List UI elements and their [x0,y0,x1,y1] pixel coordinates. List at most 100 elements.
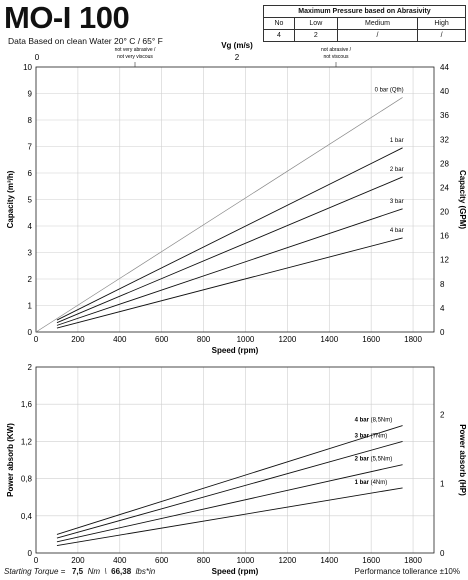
capacity-x-tick-label: 200 [71,335,85,344]
performance-tolerance: Performance tollerance ±10% [354,567,460,576]
vg-axis-label: Vg (m/s) [221,41,253,50]
capacity-y2-axis-label: Capacity (GPM) [458,170,467,229]
torque-separator: \ [104,567,107,576]
chart-subtitle: Data Based on clean Water 20° C / 65° F [8,36,163,46]
capacity-series-line [56,208,403,326]
torque-nm-unit: Nm [87,567,101,576]
torque-lbs-value: 66,38 [111,567,132,576]
capacity-y-tick-label: 9 [28,90,33,99]
torque-nm-value: 7,5 [71,567,84,576]
capacity-y-tick-label: 3 [28,249,33,258]
capacity-y2-tick-label: 12 [440,256,449,265]
capacity-y-tick-label: 10 [23,63,32,72]
power-x-tick-label: 1800 [404,556,422,565]
capacity-series-line [35,97,403,333]
capacity-x-tick-label: 600 [155,335,169,344]
power-x-tick-label: 400 [113,556,127,565]
capacity-x-tick-label: 1200 [278,335,296,344]
capacity-y2-tick-label: 0 [440,328,445,337]
capacity-y-tick-label: 7 [28,143,33,152]
power-x-tick-label: 200 [71,556,85,565]
power-series-line [56,440,403,539]
capacity-y2-tick-label: 36 [440,111,449,120]
capacity-y2-tick-label: 8 [440,280,445,289]
power-y-tick-label: 0,8 [21,475,33,484]
starting-torque: Starting Torque = 7,5 Nm \ 66,38 lbs*in [4,567,155,576]
power-x-tick-label: 1400 [320,556,338,565]
capacity-y2-tick-label: 16 [440,232,449,241]
capacity-y2-tick-label: 4 [440,304,445,313]
capacity-y-tick-label: 1 [28,302,33,311]
capacity-x-tick-label: 800 [197,335,211,344]
power-series-label: 1 bar (4Nm) [355,480,388,486]
vg-annotation: not viscous [323,54,349,60]
capacity-x-tick-label: 1000 [237,335,255,344]
capacity-y2-tick-label: 40 [440,87,449,96]
pressure-value-high: / [417,29,466,42]
capacity-y2-tick-label: 44 [440,63,449,72]
capacity-y-tick-label: 2 [28,275,33,284]
capacity-y-tick-label: 0 [28,328,33,337]
power-y-tick-label: 0 [28,549,33,558]
power-y2-tick-label: 1 [440,480,445,489]
power-plot-frame [35,366,435,554]
capacity-series-label: 4 bar [390,228,404,234]
pressure-value-low: 2 [293,29,338,42]
capacity-x-tick-label: 1600 [362,335,380,344]
capacity-y2-tick-label: 28 [440,159,449,168]
capacity-series-label: 2 bar [390,167,404,173]
capacity-series-label: 1 bar [390,138,404,144]
capacity-y2-tick-label: 24 [440,183,449,192]
capacity-series-line [56,176,403,324]
power-series-line [56,425,403,535]
power-series-line [56,487,403,547]
capacity-series-label: 0 bar (Qth) [375,87,404,93]
vg-annotation: not very abrasive / [115,47,156,53]
vg-tick-label: 0 [35,53,40,62]
power-series-label: 3 bar (7Nm) [355,433,388,439]
capacity-y-tick-label: 4 [28,222,33,231]
capacity-x-tick-label: 1400 [320,335,338,344]
torque-label: Starting Torque = [4,567,66,576]
capacity-y-tick-label: 5 [28,196,33,205]
power-y-tick-label: 2 [28,363,33,372]
power-y-tick-label: 1,2 [21,437,33,446]
torque-lbs-unit: lbs*in [135,567,156,576]
vg-tick-label: 2 [235,53,240,62]
capacity-series-label: 3 bar [390,199,404,205]
capacity-y-tick-label: 6 [28,169,33,178]
chart-title: MO-I 100 [4,0,130,35]
capacity-y-axis-label: Capacity (m³/h) [6,170,15,228]
power-series-line [56,464,403,543]
power-x-tick-label: 1200 [278,556,296,565]
pressure-value-medium: / [336,29,419,42]
power-series-label: 4 bar (8,5Nm) [355,418,393,424]
capacity-y2-tick-label: 20 [440,208,449,217]
power-y-tick-label: 1,6 [21,400,33,409]
pressure-table: Maximum Pressure based on Abrasivity No … [263,5,466,42]
power-y-axis-label: Power absorb (KW) [6,423,15,497]
pressure-value-no: 4 [263,29,295,42]
power-x-tick-label: 1600 [362,556,380,565]
capacity-x-axis-label: Speed (rpm) [212,346,259,355]
power-x-tick-label: 800 [197,556,211,565]
power-y2-axis-label: Power absorb (HP) [458,424,467,496]
capacity-y2-tick-label: 32 [440,135,449,144]
power-y2-tick-label: 0 [440,549,445,558]
power-y-tick-label: 0,4 [21,512,33,521]
power-series-label: 2 bar (5,5Nm) [355,457,393,463]
vg-annotation: not abrasive / [321,47,352,53]
capacity-x-tick-label: 1800 [404,335,422,344]
power-x-tick-label: 1000 [237,556,255,565]
capacity-series-line [56,237,403,329]
vg-annotation: not very viscous [117,54,153,60]
capacity-x-tick-label: 0 [34,335,39,344]
power-x-tick-label: 0 [34,556,39,565]
power-x-tick-label: 600 [155,556,169,565]
capacity-y-tick-label: 8 [28,116,33,125]
capacity-x-tick-label: 400 [113,335,127,344]
power-x-axis-label: Speed (rpm) [212,567,259,576]
capacity-series-line [56,147,403,321]
capacity-plot-frame [35,66,435,333]
